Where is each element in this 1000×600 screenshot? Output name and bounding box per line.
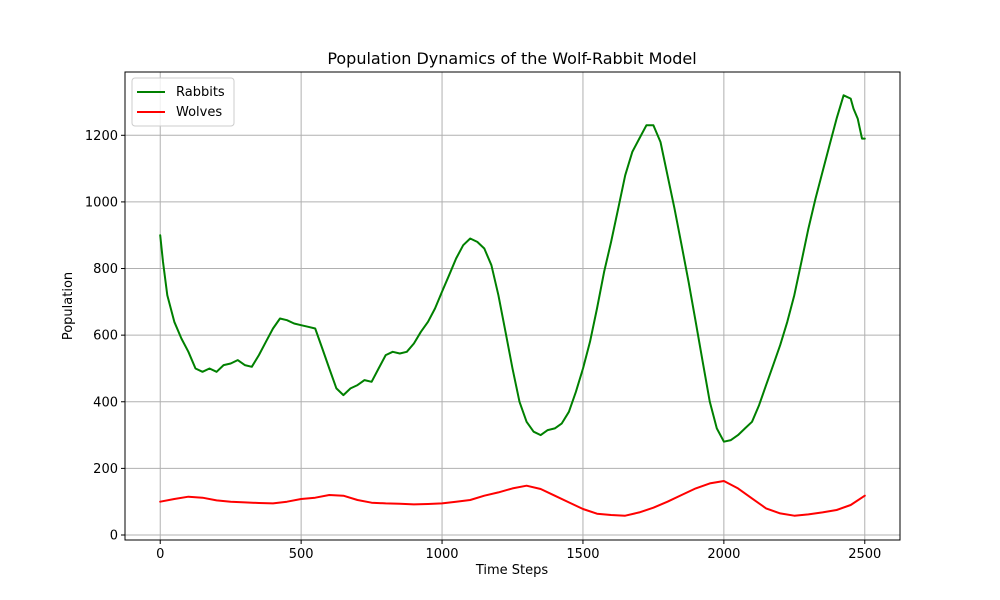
y-tick-label: 400 <box>93 395 118 410</box>
chart-title: Population Dynamics of the Wolf-Rabbit M… <box>327 49 696 68</box>
x-tick-label: 500 <box>289 547 314 562</box>
series-line-wolves <box>159 480 866 517</box>
series-line-rabbits <box>159 94 866 443</box>
y-tick-label: 1200 <box>85 129 118 144</box>
y-tick-label: 1000 <box>85 195 118 210</box>
plot-frame <box>124 71 901 541</box>
y-tick-label: 200 <box>93 462 118 477</box>
y-axis-title: Population <box>61 272 76 340</box>
x-tick-label: 2500 <box>848 547 881 562</box>
x-tick-label: 1500 <box>566 547 599 562</box>
y-tick-label: 800 <box>93 262 118 277</box>
grid <box>125 72 900 540</box>
legend-label-rabbits: Rabbits <box>176 85 225 100</box>
series-layer <box>159 94 866 517</box>
x-axis-title: Time Steps <box>475 563 549 578</box>
legend: Rabbits Wolves <box>131 77 235 127</box>
legend-label-wolves: Wolves <box>176 105 222 120</box>
legend-box <box>131 77 235 127</box>
x-tick-label: 2000 <box>707 547 740 562</box>
y-tick-label: 600 <box>93 329 118 344</box>
y-tick-label: 0 <box>110 529 118 544</box>
ticks: 0 500 1000 1500 2000 2500 0 200 400 600 800 1000 120… <box>85 129 881 562</box>
x-tick-label: 1000 <box>425 547 458 562</box>
x-tick-label: 0 <box>156 547 164 562</box>
